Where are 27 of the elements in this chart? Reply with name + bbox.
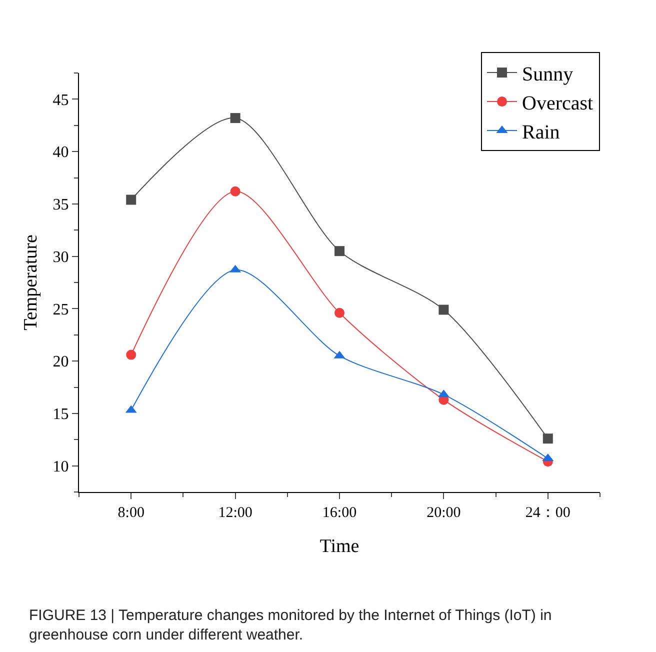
point xyxy=(126,350,136,360)
point xyxy=(438,304,449,315)
y-tick-label: 20 xyxy=(52,354,69,371)
x-tick-label: 20:00 xyxy=(426,505,461,521)
y-tick-label: 15 xyxy=(52,406,69,424)
point xyxy=(230,113,240,124)
point xyxy=(230,186,240,196)
point xyxy=(334,246,344,256)
x-axis-title: Time xyxy=(320,536,360,557)
y-tick-label: 40 xyxy=(52,144,69,162)
point xyxy=(542,434,553,444)
point xyxy=(334,308,344,318)
point xyxy=(126,194,136,205)
y-tick-label: 30 xyxy=(52,248,69,266)
x-tick-label: 8:00 xyxy=(118,505,144,521)
y-tick-label: 35 xyxy=(52,196,69,214)
legend-label: Overcast xyxy=(522,92,594,114)
y-tick-label: 10 xyxy=(52,458,69,476)
x-tick-label: 12:00 xyxy=(218,505,252,521)
y-tick-label: 25 xyxy=(52,301,69,318)
y-axis-title: Temperature xyxy=(20,234,42,330)
y-tick-label: 45 xyxy=(52,92,69,109)
x-tick-label: 24：00 xyxy=(525,505,570,521)
caption: FIGURE 13 | Temperature changes monitored by the Internet of Things (IoT) in greenhouse corn under different weather. xyxy=(29,607,552,644)
legend-label: Rain xyxy=(522,121,560,144)
x-tick-label: 16:00 xyxy=(322,505,357,521)
legend-label: Sunny xyxy=(522,63,574,86)
